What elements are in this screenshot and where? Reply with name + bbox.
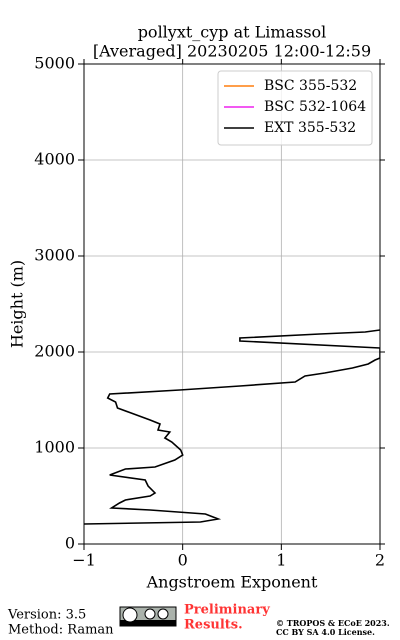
plot-frame xyxy=(83,63,381,545)
y-tick-label: 5000 xyxy=(34,54,75,73)
copyright: © TROPOS & ECoE 2023. xyxy=(276,618,390,628)
preliminary-text: Preliminary xyxy=(184,603,270,618)
y-axis-label: Height (m) xyxy=(8,260,27,348)
chart-title: pollyxt_cyp at Limassol xyxy=(138,23,327,42)
y-tick-label: 0 xyxy=(65,534,75,553)
cc-logo xyxy=(119,606,177,627)
data-line xyxy=(84,329,380,525)
legend-label: BSC 532-1064 xyxy=(264,99,366,115)
legend-label: EXT 355-532 xyxy=(264,120,356,136)
legend-box xyxy=(217,70,373,146)
y-tick-label: 2000 xyxy=(34,342,75,361)
version: Version: 3.5 xyxy=(7,608,86,623)
copyright: CC BY SA 4.0 License. xyxy=(276,627,375,637)
x-tick-label: 1 xyxy=(276,551,286,570)
y-tick-label: 3000 xyxy=(34,246,75,265)
y-tick-label: 4000 xyxy=(34,150,75,169)
y-tick-label: 1000 xyxy=(34,438,75,457)
preliminary-text: Results. xyxy=(184,618,243,633)
x-tick-label: −1 xyxy=(72,551,96,570)
x-tick-label: 2 xyxy=(375,551,385,570)
legend-label: BSC 355-532 xyxy=(264,78,357,94)
method: Method: Raman xyxy=(8,623,114,638)
chart-subtitle: [Averaged] 20230205 12:00-12:59 xyxy=(93,42,371,61)
x-axis-label: Angstroem Exponent xyxy=(146,573,318,592)
x-tick-label: 0 xyxy=(178,551,188,570)
